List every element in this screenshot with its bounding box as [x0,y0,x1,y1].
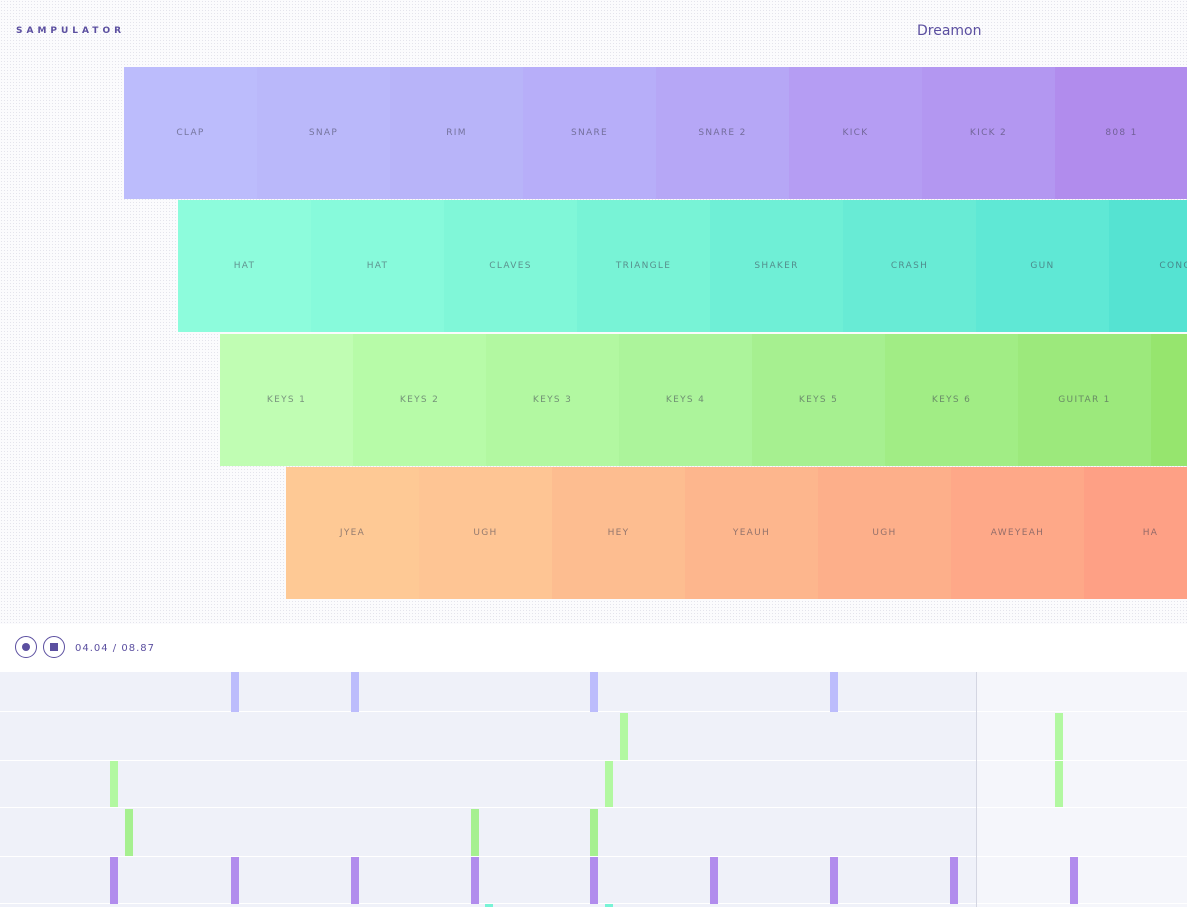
pad-jyea[interactable]: JYEA [286,467,419,599]
sequencer-note[interactable] [710,857,718,904]
sequencer-note[interactable] [830,672,838,712]
pad-hat[interactable]: HAT [178,200,311,332]
sequencer-note[interactable] [590,672,598,712]
pad-shaker[interactable]: SHAKER [710,200,843,332]
pad-guitar-1[interactable]: GUITAR 1 [1018,334,1151,466]
pad-kick-2[interactable]: KICK 2 [922,67,1055,199]
sequencer-remaining-region [977,672,1187,907]
sequencer-note[interactable] [605,904,613,907]
sequencer-note[interactable] [485,904,493,907]
sequencer-note[interactable] [110,761,118,807]
sequencer-note[interactable] [471,857,479,904]
stop-icon [50,643,58,651]
pad-ugh[interactable]: UGH [818,467,951,599]
sequencer-note[interactable] [125,809,133,856]
sequencer-note[interactable] [950,857,958,904]
pad-keys-5[interactable]: KEYS 5 [752,334,885,466]
pad-claves[interactable]: CLAVES [444,200,577,332]
sequencer-note[interactable] [471,809,479,856]
transport-bar: 04.04 / 08.87 [0,624,1187,672]
pad-hat[interactable]: HAT [311,200,444,332]
song-title[interactable]: Dreamon [917,23,982,39]
stop-button[interactable] [43,636,65,658]
sequencer-note[interactable] [110,857,118,904]
pad-keys-6[interactable]: KEYS 6 [885,334,1018,466]
pad-row-percussion: HATHATCLAVESTRIANGLESHAKERCRASHGUNCONG [178,200,1187,332]
pad-rim[interactable]: RIM [390,67,523,199]
pad-snare-2[interactable]: SNARE 2 [656,67,789,199]
pad-keys-4[interactable]: KEYS 4 [619,334,752,466]
pad-crash[interactable]: CRASH [843,200,976,332]
sequencer-note[interactable] [231,672,239,712]
pad-snap[interactable]: SNAP [257,67,390,199]
pad-aweyeah[interactable]: AWEYEAH [951,467,1084,599]
playhead[interactable] [976,672,977,907]
record-button[interactable] [15,636,37,658]
sequencer-note[interactable] [231,857,239,904]
pad-hey[interactable]: HEY [552,467,685,599]
sequencer-note[interactable] [590,809,598,856]
pad-kick[interactable]: KICK [789,67,922,199]
sequencer-note[interactable] [590,857,598,904]
pad-cong[interactable]: CONG [1109,200,1187,332]
record-icon [22,643,30,651]
sequencer-note[interactable] [620,713,628,760]
sequencer-note[interactable] [351,857,359,904]
pad-row-melodic: KEYS 1 KEYS 2 KEYS 3 KEYS 4 KEYS 5 KEYS 6 GUIT… [220,334,1187,466]
pad-triangle[interactable]: TRIANGLE [577,200,710,332]
pad-gun[interactable]: GUN [976,200,1109,332]
sequencer-timeline[interactable] [0,672,1187,907]
sequencer-note[interactable] [1070,857,1078,904]
pad-keys-1[interactable]: KEYS 1 [220,334,353,466]
lane-divider [0,856,1187,857]
pad-ugh[interactable]: UGH [419,467,552,599]
pad-keys-3[interactable]: KEYS 3 [486,334,619,466]
pad-unlabeled[interactable] [1151,334,1187,466]
app-logo: SAMPULATOR [16,26,126,36]
sequencer-note[interactable] [1055,713,1063,760]
pad-yeauh[interactable]: YEAUH [685,467,818,599]
pad-row-vocals: JYEA UGH HEY YEAUH UGH AWEYEAH HA [286,467,1187,599]
pad-ha[interactable]: HA [1084,467,1187,599]
pad-808-1[interactable]: 808 1 [1055,67,1187,199]
sequencer-note[interactable] [1055,761,1063,807]
time-display: 04.04 / 08.87 [75,643,155,654]
pad-keys-2[interactable]: KEYS 2 [353,334,486,466]
sequencer-note[interactable] [830,857,838,904]
lane-divider [0,760,1187,761]
pad-row-drums: CLAP SNAP RIM SNARE SNARE 2 KICK KICK 2 808 1 [124,67,1187,199]
lane-divider [0,807,1187,808]
pad-snare[interactable]: SNARE [523,67,656,199]
sequencer-note[interactable] [351,672,359,712]
pad-clap[interactable]: CLAP [124,67,257,199]
sequencer-note[interactable] [605,761,613,807]
